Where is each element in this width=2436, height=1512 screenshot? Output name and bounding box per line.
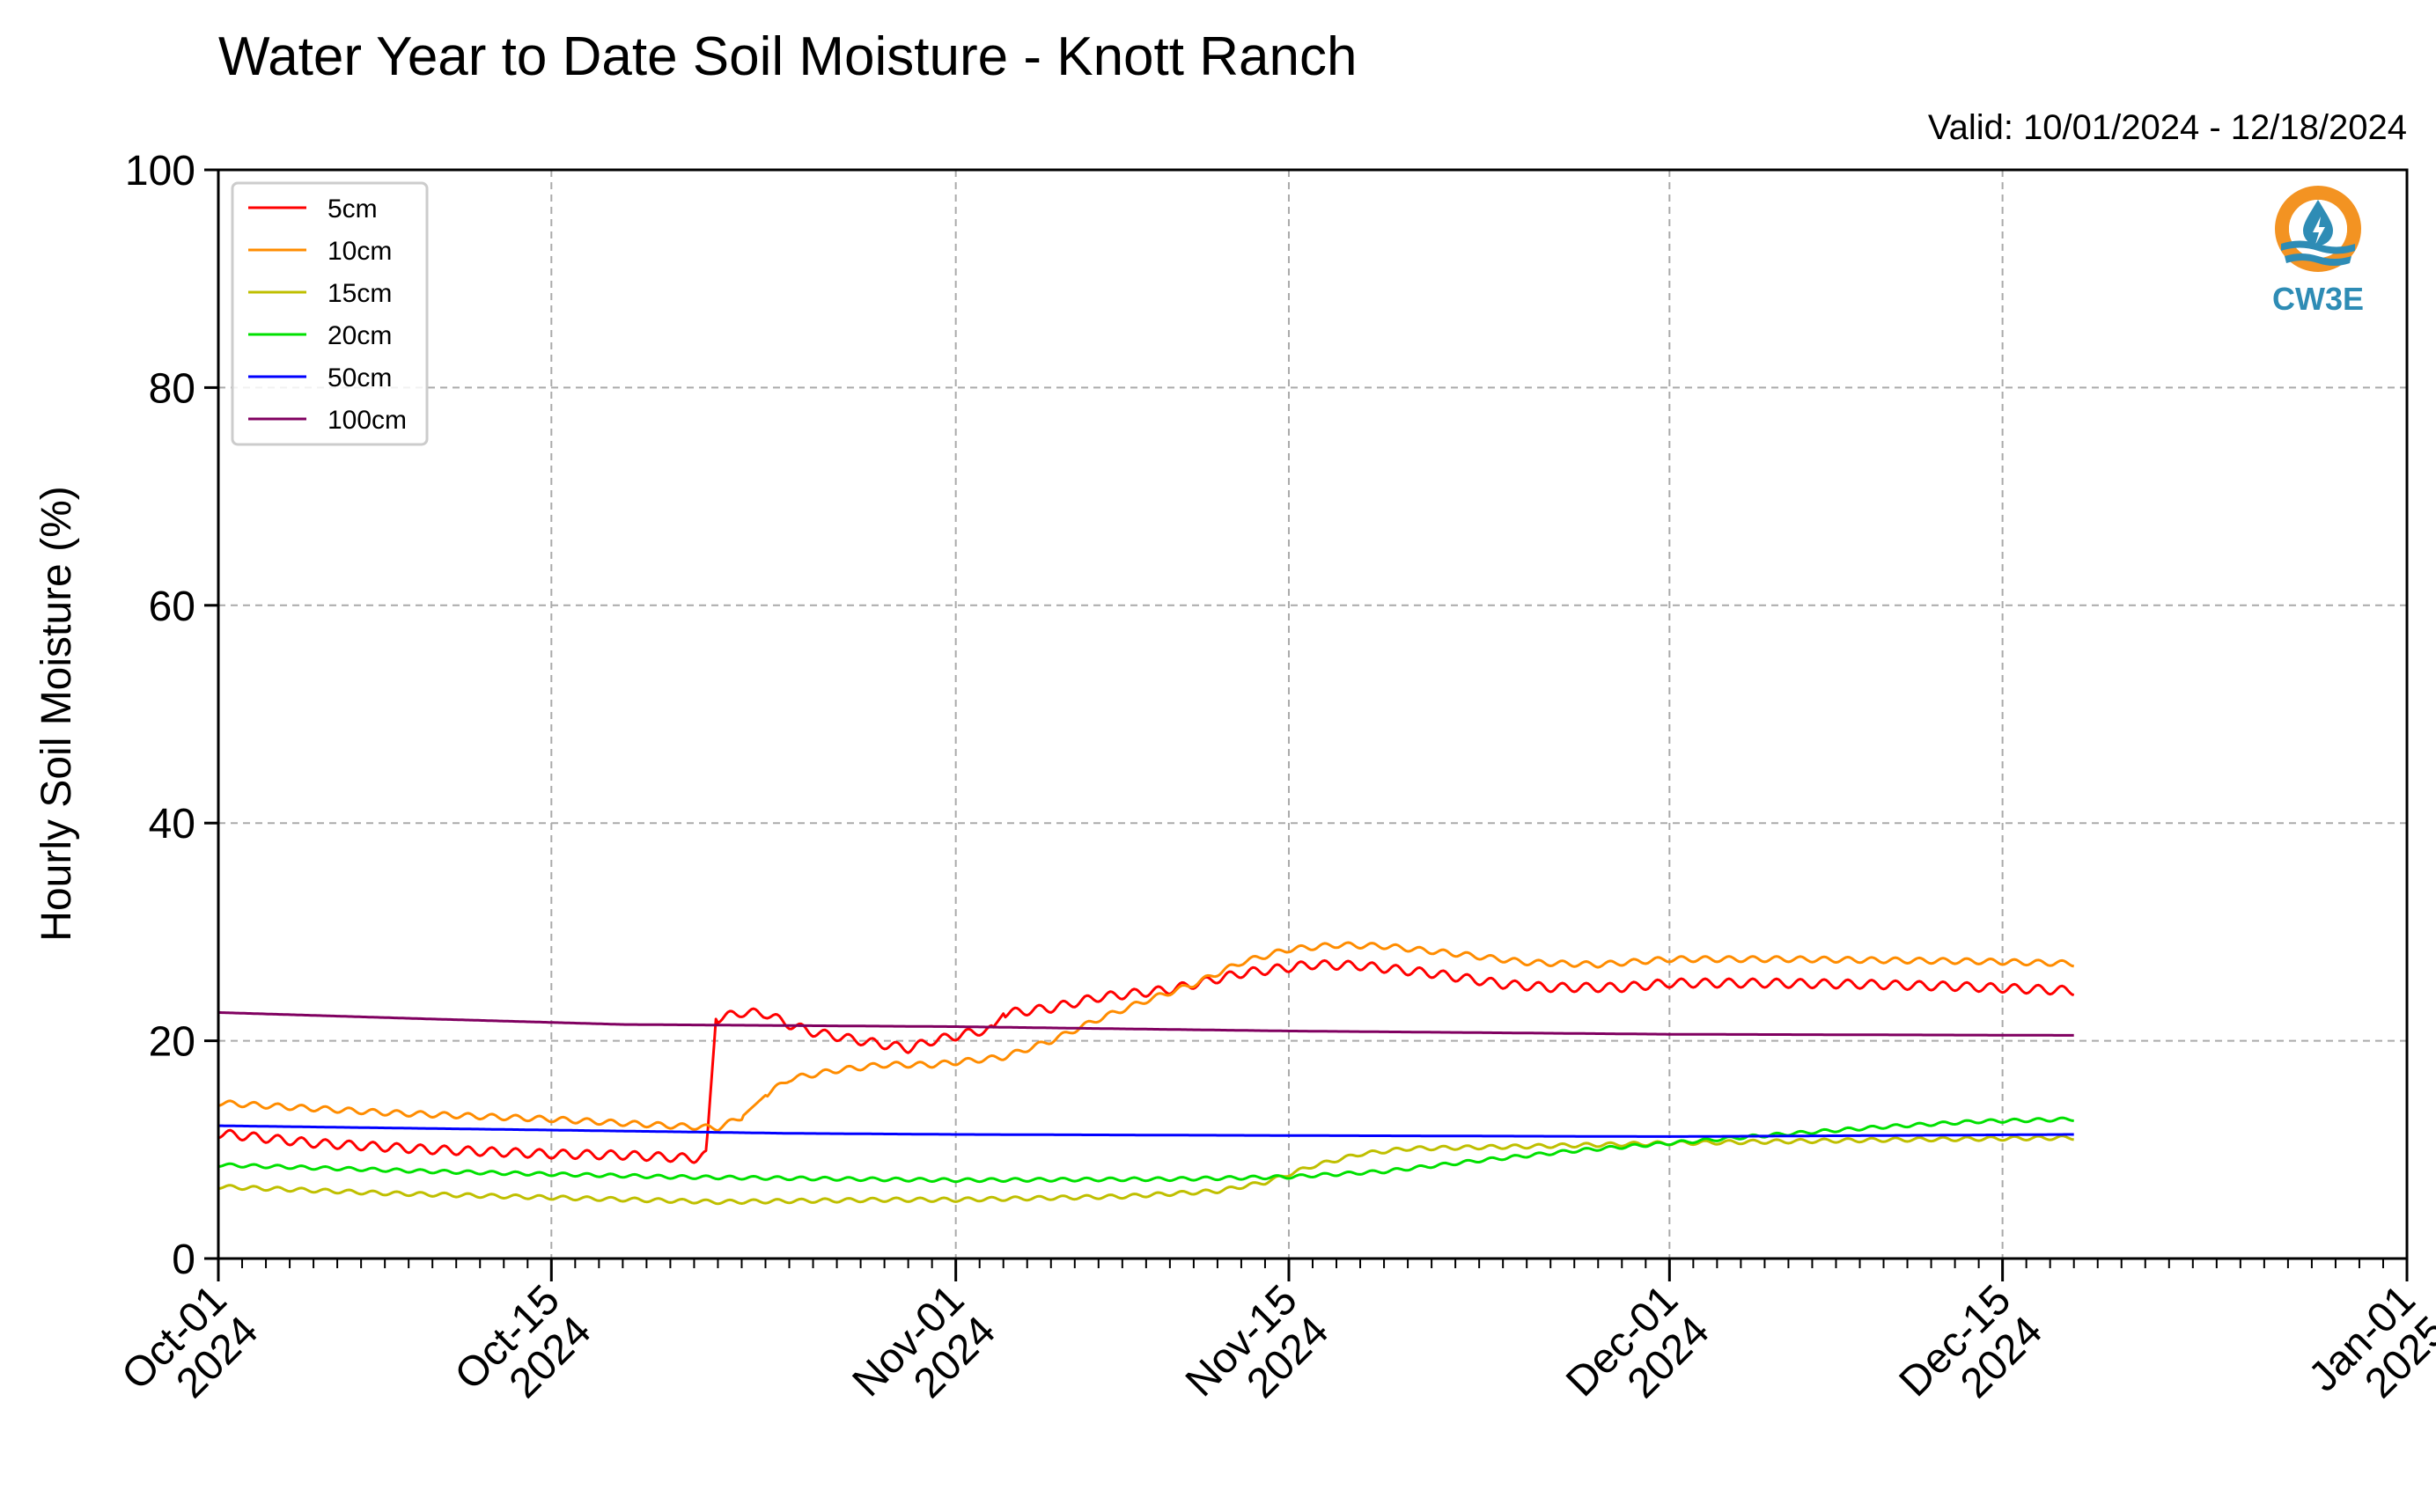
chart-title: Water Year to Date Soil Moisture - Knott… <box>218 26 1357 87</box>
grid-lines <box>218 170 2407 1259</box>
series-line-15cm <box>217 1134 2074 1206</box>
legend-label-5cm: 5cm <box>327 195 378 224</box>
legend-label-20cm: 20cm <box>327 321 392 350</box>
y-tick-label-100: 100 <box>125 148 195 195</box>
logo-wave-2 <box>2285 253 2351 266</box>
y-tick-label-20: 20 <box>149 1019 195 1066</box>
series-line-100cm <box>217 1010 2074 1037</box>
lightning-icon <box>2313 217 2325 245</box>
cw3e-logo: CW3E <box>2272 186 2364 317</box>
logo-label: CW3E <box>2272 281 2364 317</box>
y-tick-label-0: 0 <box>172 1237 195 1283</box>
chart-subtitle: Valid: 10/01/2024 - 12/18/2024 <box>1928 108 2407 147</box>
y-tick-label-60: 60 <box>149 584 195 630</box>
logo-wave-1 <box>2281 240 2355 254</box>
y-tick-label-80: 80 <box>149 365 195 412</box>
legend-label-100cm: 100cm <box>327 406 407 435</box>
logo-ring <box>2275 186 2361 272</box>
legend-entries: 5cm 10cm 15cm 20cm 50cm 100cm <box>248 195 407 435</box>
legend-box <box>231 181 429 446</box>
axis-ticks <box>204 168 2409 1281</box>
legend-label-50cm: 50cm <box>327 363 392 393</box>
y-tick-labels: 0 20 40 60 80 100 <box>125 148 195 1283</box>
series-lines <box>217 941 2075 1206</box>
series-line-5cm <box>217 958 2075 1164</box>
legend: 5cm 10cm 15cm 20cm 50cm 100cm <box>231 181 429 446</box>
series-line-10cm <box>217 941 2075 1133</box>
legend-label-10cm: 10cm <box>327 237 392 266</box>
y-axis-label: Hourly Soil Moisture (%) <box>33 486 80 941</box>
series-line-50cm <box>218 1124 2074 1138</box>
y-tick-label-40: 40 <box>149 801 195 848</box>
legend-label-15cm: 15cm <box>327 279 392 308</box>
